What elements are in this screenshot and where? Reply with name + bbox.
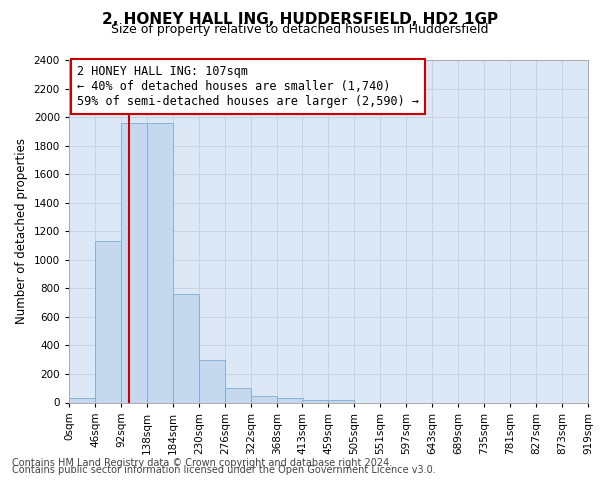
Text: 2 HONEY HALL ING: 107sqm
← 40% of detached houses are smaller (1,740)
59% of sem: 2 HONEY HALL ING: 107sqm ← 40% of detach…	[77, 65, 419, 108]
Bar	[147, 123, 173, 402]
Text: Contains HM Land Registry data © Crown copyright and database right 2024.: Contains HM Land Registry data © Crown c…	[12, 458, 392, 468]
Bar	[251, 396, 277, 402]
Text: Contains public sector information licensed under the Open Government Licence v3: Contains public sector information licen…	[12, 465, 436, 475]
Bar	[69, 398, 95, 402]
Bar	[199, 360, 225, 403]
Bar	[95, 241, 121, 402]
Y-axis label: Number of detached properties: Number of detached properties	[15, 138, 28, 324]
Bar	[328, 400, 354, 402]
Bar	[225, 388, 251, 402]
Bar	[173, 294, 199, 403]
Bar	[121, 123, 147, 402]
Bar	[302, 400, 328, 402]
Text: Size of property relative to detached houses in Huddersfield: Size of property relative to detached ho…	[111, 22, 489, 36]
Text: 2, HONEY HALL ING, HUDDERSFIELD, HD2 1GP: 2, HONEY HALL ING, HUDDERSFIELD, HD2 1GP	[102, 12, 498, 28]
Bar	[277, 398, 303, 402]
